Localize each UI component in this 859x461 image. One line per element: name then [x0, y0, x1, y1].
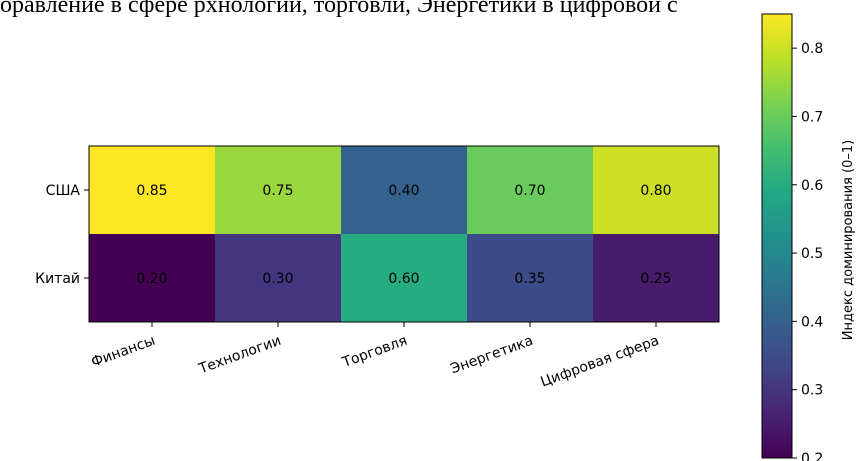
colorbar-tick-label: 0.4: [801, 314, 823, 330]
colorbar-label: Индекс доминирования (0–1): [841, 140, 856, 340]
truncated-title-text: оравление в сфере рхнологий, торговли, Э…: [0, 0, 678, 18]
x-tick-label: Технологии: [196, 333, 283, 378]
cell-value-label: 0.80: [640, 183, 671, 199]
cell-value-label: 0.70: [514, 183, 545, 199]
colorbar: 0.2 0.3 0.4 0.5 0.6 0.7 0.8 Индекс доминировани…: [761, 13, 856, 461]
heatmap-cell: [215, 146, 341, 234]
colorbar-tick-label: 0.2: [801, 451, 823, 461]
colorbar-tick-label: 0.7: [801, 109, 823, 125]
cell-value-label: 0.60: [388, 271, 419, 287]
cell-value-label: 0.85: [136, 183, 167, 199]
heatmap-cell: [341, 234, 467, 322]
colorbar-tick-label: 0.8: [801, 41, 823, 57]
heatmap-cell: [341, 146, 467, 234]
colorbar-tick-label: 0.3: [801, 383, 823, 399]
x-tick-label: Энергетика: [448, 333, 535, 378]
heatmap-cell: [467, 146, 593, 234]
colorbar-tick-label: 0.6: [801, 178, 823, 194]
cell-value-label: 0.35: [514, 271, 545, 287]
heatmap-cell: [467, 234, 593, 322]
heatmap-cell: [89, 234, 215, 322]
x-tick-label: Торговля: [339, 333, 409, 371]
cell-value-label: 0.25: [640, 271, 671, 287]
cell-value-label: 0.75: [262, 183, 293, 199]
colorbar-gradient: [761, 13, 793, 459]
x-tick-label: Финансы: [89, 333, 157, 371]
cell-value-label: 0.30: [262, 271, 293, 287]
cell-value-label: 0.20: [136, 271, 167, 287]
colorbar-tick-label: 0.5: [801, 246, 823, 262]
y-tick-label: США: [46, 183, 81, 199]
heatmap-cell: [593, 234, 719, 322]
heatmap-cell: [215, 234, 341, 322]
heatmap-area: 0.85 0.75 0.40 0.70 0.80 0.20 0.30 0.60 0.35 0.25…: [35, 145, 720, 391]
cell-value-label: 0.40: [388, 183, 419, 199]
heatmap-cell: [593, 146, 719, 234]
x-tick-label: Цифровая сфера: [539, 333, 662, 391]
y-tick-label: Китай: [35, 271, 80, 287]
heatmap-cell: [89, 146, 215, 234]
